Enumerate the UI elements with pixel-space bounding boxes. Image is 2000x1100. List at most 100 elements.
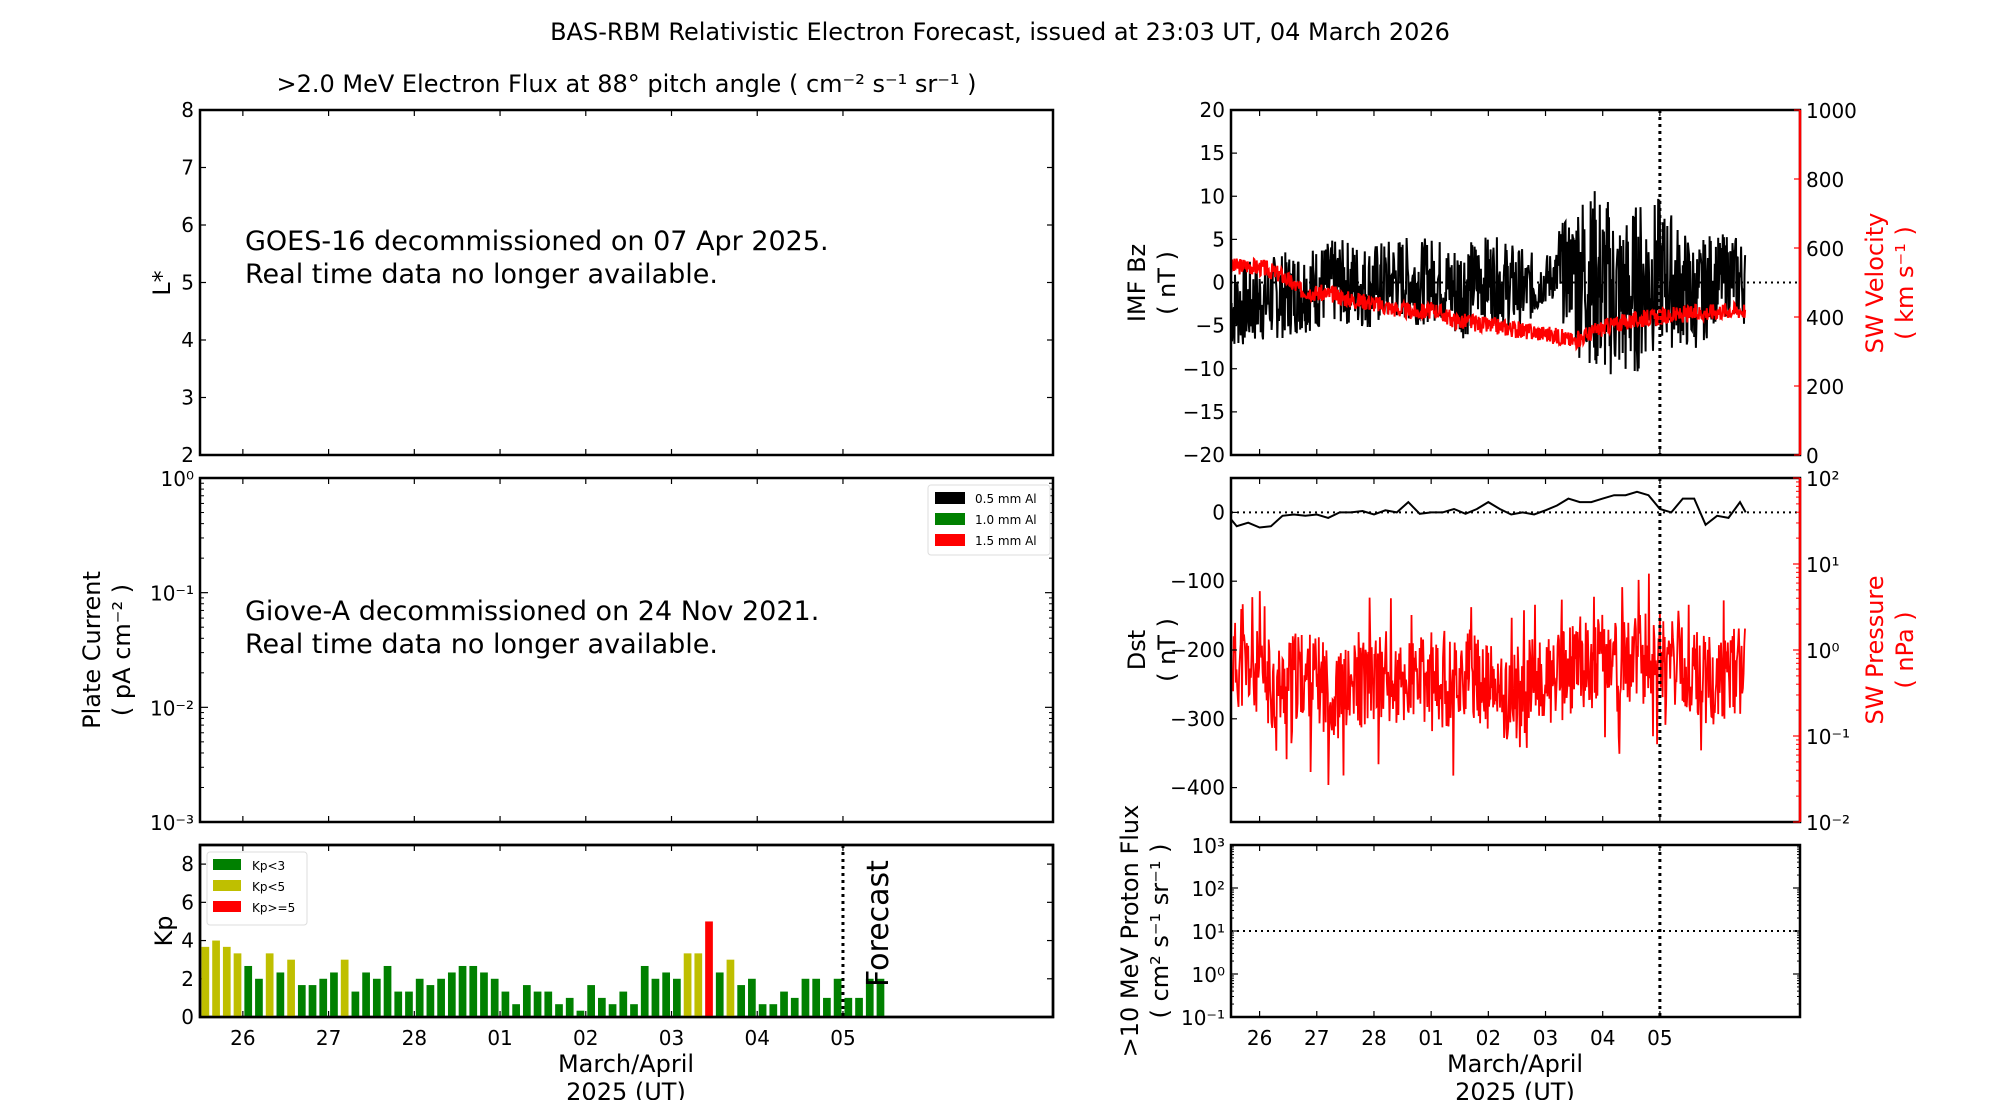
sw-velocity-line — [1230, 256, 1747, 352]
x-tick-label: 26 — [230, 1026, 255, 1050]
kp-bar — [265, 953, 274, 1017]
electron-flux-ylabel: L* — [148, 270, 176, 295]
y-tick-label: −5 — [1196, 314, 1225, 338]
x-tick-label: 01 — [487, 1026, 512, 1050]
proton-xlabel: March/April — [1447, 1050, 1583, 1078]
y-tick-label: 10⁻² — [150, 696, 194, 720]
kp-bar — [297, 985, 306, 1017]
y-tick-label: 8 — [181, 852, 194, 876]
x-tick-label: 26 — [1247, 1026, 1272, 1050]
x-tick-label: 02 — [1476, 1026, 1501, 1050]
kp-bar — [308, 985, 317, 1017]
kp-bar — [673, 978, 681, 1017]
plate-current-ylabel: Plate Current( pA cm⁻² ) — [78, 571, 136, 729]
y-tick-label: −400 — [1170, 776, 1225, 800]
y-tick-label: 10⁰ — [1192, 963, 1225, 987]
x-tick-label: 01 — [1418, 1026, 1443, 1050]
y-tick-label: 3 — [181, 386, 194, 410]
forecast-label: Forecast — [861, 860, 896, 987]
legend-label: 0.5 mm Al — [975, 492, 1037, 506]
panel-title-electron-flux: >2.0 MeV Electron Flux at 88° pitch angl… — [276, 70, 976, 98]
legend-swatch — [935, 534, 965, 546]
kp-bar — [640, 965, 649, 1017]
dst-ylabel-line: ( nT ) — [1153, 618, 1181, 682]
kp-bar — [855, 997, 863, 1017]
legend-label: Kp<5 — [252, 880, 285, 894]
sw-velocity-ylabel: SW Velocity( km s⁻¹ ) — [1861, 213, 1919, 354]
kp-bar — [276, 972, 285, 1017]
kp-axes-frame — [198, 843, 1055, 1019]
y-tick-label: −300 — [1170, 707, 1225, 731]
sw-pressure-ylabel-line: ( nPa ) — [1891, 611, 1919, 688]
kp-bar — [833, 978, 842, 1017]
kp-bar — [372, 978, 381, 1017]
kp-bar — [769, 1004, 778, 1017]
figure-title: BAS-RBM Relativistic Electron Forecast, … — [550, 18, 1450, 46]
proton-xlabel-year: 2025 (UT) — [1455, 1078, 1575, 1100]
imf-bz-line — [1230, 191, 1747, 375]
kp-bar — [780, 991, 788, 1017]
kp-bar — [405, 991, 413, 1017]
proton-ylabel-line: ( cm² s⁻¹ sr⁻¹ ) — [1146, 844, 1174, 1019]
kp-bar — [544, 991, 553, 1017]
y-tick-label: 2 — [181, 443, 194, 467]
no-data-message: Real time data no longer available. — [245, 629, 718, 660]
y-tick-label: 6 — [181, 890, 194, 914]
legend-swatch — [213, 901, 241, 912]
sw-pressure-ylabel-line: SW Pressure — [1861, 575, 1889, 724]
kp-bar — [587, 985, 595, 1017]
y2-tick-label: 10⁻¹ — [1806, 725, 1850, 749]
y-tick-label: 6 — [181, 213, 194, 237]
x-tick-label: 27 — [316, 1026, 341, 1050]
proton-ylabel: >10 MeV Proton Flux( cm² s⁻¹ sr⁻¹ ) — [1116, 805, 1174, 1058]
kp-bar — [726, 959, 735, 1017]
y-tick-label: 5 — [181, 271, 194, 295]
kp-bar — [201, 946, 210, 1017]
legend-swatch — [935, 513, 965, 525]
x-tick-label: 05 — [830, 1026, 855, 1050]
y-tick-label: 0 — [181, 1005, 194, 1029]
kp-bar — [705, 921, 713, 1017]
y2-tick-label: 600 — [1806, 237, 1844, 261]
kp-xlabel-year: 2025 (UT) — [566, 1078, 686, 1100]
dst-ylabel-line: Dst — [1123, 630, 1151, 670]
kp-bar — [651, 978, 660, 1017]
kp-bar — [233, 953, 242, 1017]
sw-pressure-line — [1230, 573, 1746, 786]
x-tick-label: 04 — [745, 1026, 770, 1050]
no-data-message: Real time data no longer available. — [245, 259, 718, 290]
kp-bar — [415, 978, 424, 1017]
y2-tick-label: 10² — [1806, 467, 1839, 491]
y-tick-label: 10⁻¹ — [1181, 1006, 1225, 1030]
kp-bar — [844, 997, 853, 1017]
x-tick-label: 03 — [1533, 1026, 1558, 1050]
legend-swatch — [935, 492, 965, 504]
y-tick-label: 5 — [1212, 227, 1225, 251]
y2-tick-label: 800 — [1806, 168, 1844, 192]
y2-tick-label: 200 — [1806, 375, 1844, 399]
legend-label: 1.5 mm Al — [975, 534, 1037, 548]
kp-bar — [555, 1004, 563, 1017]
imf-ylabel-line: IMF Bz — [1123, 244, 1151, 322]
plate-current-ylabel-line: Plate Current — [78, 571, 106, 729]
kp-bar — [694, 953, 703, 1017]
y-tick-label: 8 — [181, 98, 194, 122]
kp-bar — [287, 959, 295, 1017]
y-tick-label: −100 — [1170, 569, 1225, 593]
kp-bar — [565, 997, 574, 1017]
kp-bar — [801, 978, 810, 1017]
no-data-message: GOES-16 decommissioned on 07 Apr 2025. — [245, 226, 829, 257]
plate-current-ylabel-line: ( pA cm⁻² ) — [108, 584, 136, 716]
y-tick-label: 10² — [1192, 877, 1225, 901]
y-tick-label: 7 — [181, 156, 194, 180]
sw-velocity-ylabel-line: ( km s⁻¹ ) — [1891, 226, 1919, 340]
y2-tick-label: 0 — [1806, 444, 1819, 468]
y-tick-label: 0 — [1212, 271, 1225, 295]
proton-ylabel-line: >10 MeV Proton Flux — [1116, 805, 1144, 1058]
electron-flux-ylabel-line: L* — [148, 270, 176, 295]
kp-bar — [255, 978, 263, 1017]
y2-tick-label: 400 — [1806, 306, 1844, 330]
kp-bar — [748, 978, 756, 1017]
y-tick-label: 10³ — [1192, 834, 1225, 858]
y-tick-label: 15 — [1200, 141, 1225, 165]
